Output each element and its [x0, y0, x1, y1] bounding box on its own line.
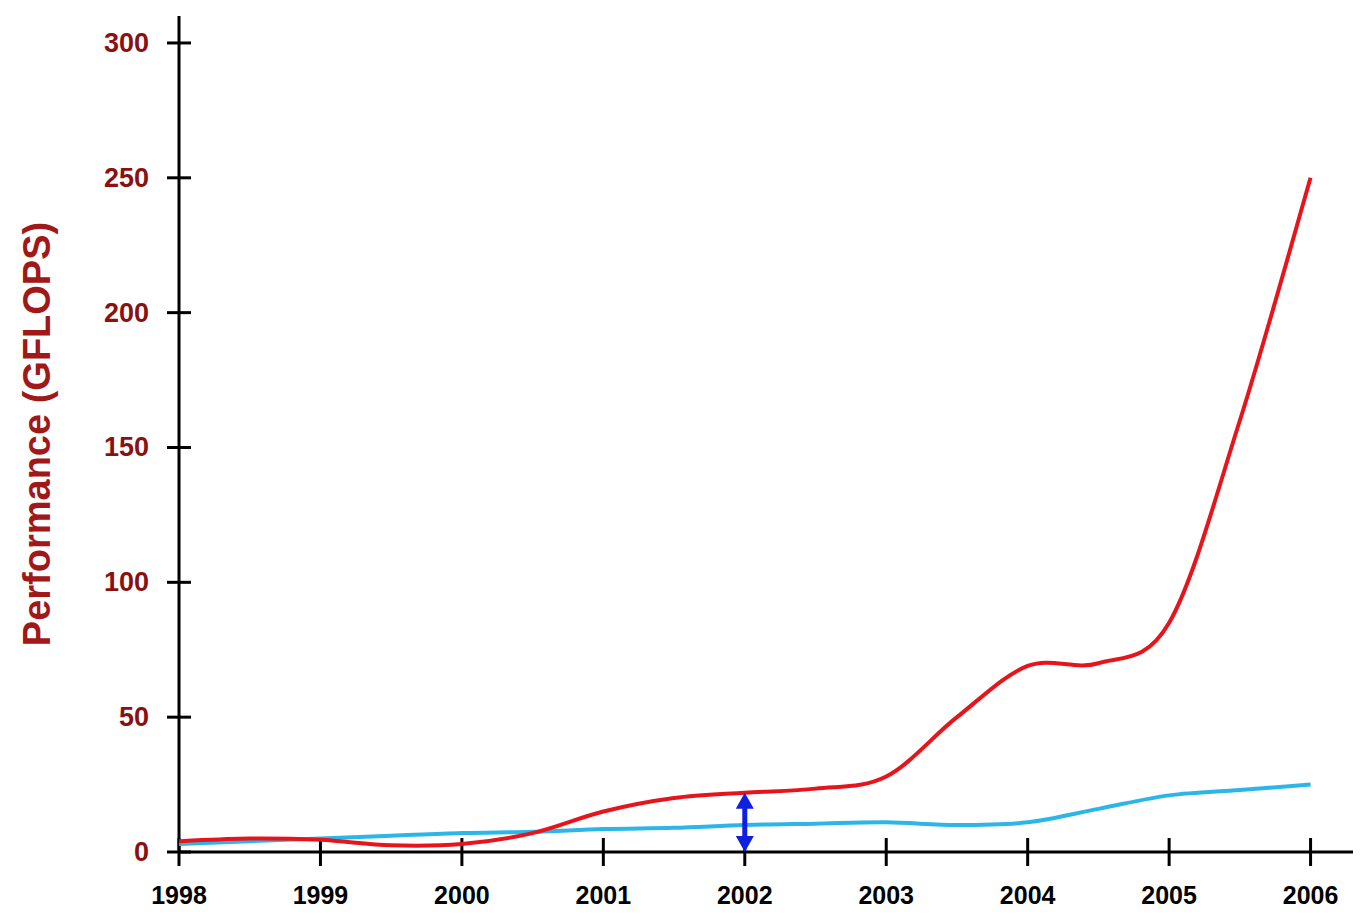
- x-tick-label: 2004: [1000, 881, 1056, 909]
- x-tick-label: 2005: [1141, 881, 1197, 909]
- x-tick: [319, 838, 322, 866]
- y-tick-label: 100: [104, 567, 149, 597]
- y-tick: [167, 41, 191, 44]
- series-line: [179, 785, 1311, 844]
- y-tick-label: 250: [104, 163, 149, 193]
- y-tick: [167, 716, 191, 719]
- y-tick: [167, 176, 191, 179]
- x-tick-label: 1998: [151, 881, 207, 909]
- x-tick: [1309, 838, 1312, 866]
- y-axis: [178, 16, 181, 852]
- series-line: [179, 178, 1311, 846]
- x-tick: [602, 838, 605, 866]
- x-tick: [1168, 838, 1171, 866]
- x-tick-label: 2002: [717, 881, 773, 909]
- y-tick: [167, 581, 191, 584]
- y-tick-label: 200: [104, 298, 149, 328]
- x-tick: [885, 838, 888, 866]
- x-tick: [1026, 838, 1029, 866]
- chart: 0 50 100 150 200 250 300 1998 1999 2000 2001 2002 20…: [0, 0, 1361, 917]
- x-tick-label: 2000: [434, 881, 490, 909]
- x-axis: [179, 851, 1353, 854]
- x-tick-label: 2006: [1283, 881, 1339, 909]
- y-tick-label: 150: [104, 432, 149, 462]
- y-axis-title: Performance (GFLOPS): [16, 222, 58, 646]
- y-tick-label: 0: [134, 837, 149, 867]
- gap-arrow: [736, 793, 754, 852]
- y-tick: [167, 311, 191, 314]
- y-tick-label: 50: [119, 702, 149, 732]
- x-tick-label: 2001: [576, 881, 632, 909]
- x-tick-label: 1999: [293, 881, 349, 909]
- y-tick: [167, 446, 191, 449]
- x-tick-label: 2003: [858, 881, 914, 909]
- plot-area: [179, 178, 1311, 852]
- y-tick-label: 300: [104, 28, 149, 58]
